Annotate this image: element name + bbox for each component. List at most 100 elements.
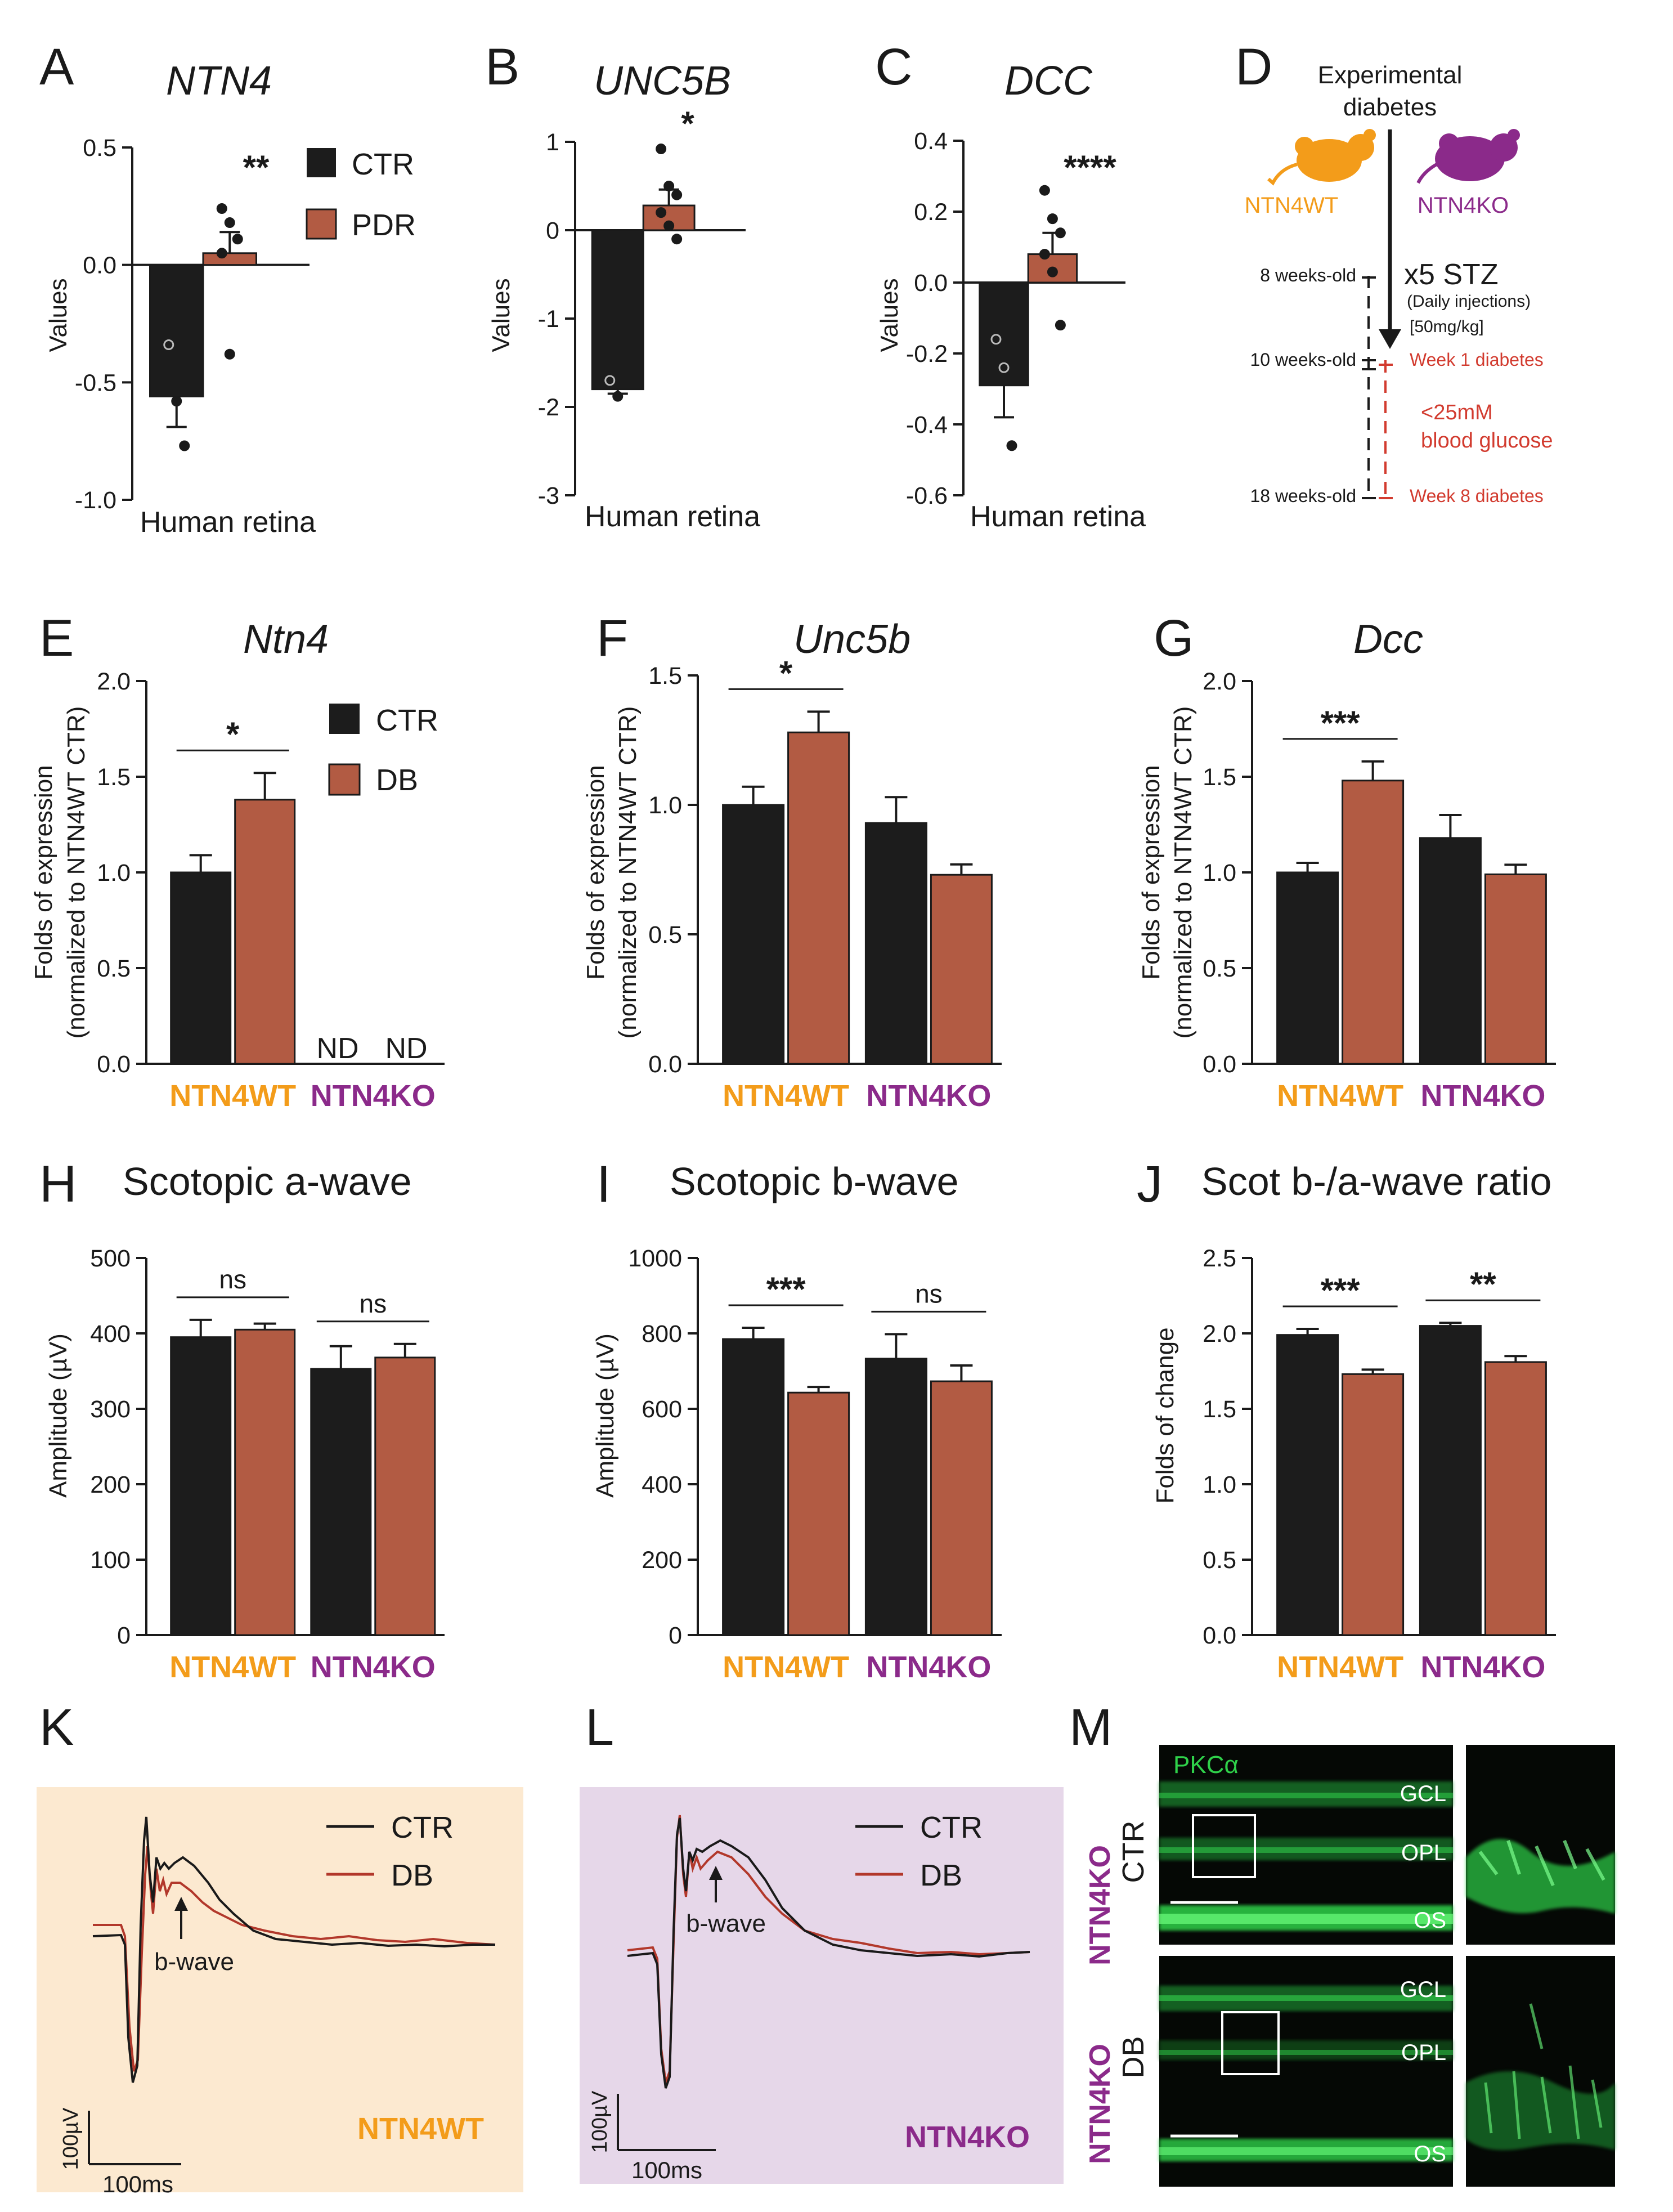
y-tick-label: 0.5 — [1203, 955, 1236, 982]
age-8-weeks: 8 weeks-old — [1260, 265, 1356, 285]
panel-title: Scotopic a-wave — [123, 1159, 412, 1203]
bar-ctr-ntn4wt — [1276, 871, 1339, 1065]
y-tick-label: 2.5 — [1203, 1245, 1236, 1272]
significance-label: * — [681, 105, 694, 142]
bar-db-ntn4ko — [1484, 873, 1547, 1065]
bar-ctr — [591, 229, 644, 391]
panel-letter: D — [1235, 38, 1272, 96]
stz-dose: [50mg/kg] — [1410, 317, 1484, 336]
panel-letter: F — [596, 610, 628, 667]
panel-k: K CTR DB b-wave 100µV 100ms NTN4WT — [37, 1699, 523, 2197]
y-tick-label: -0.2 — [906, 341, 948, 368]
y-tick-label: 1.0 — [1203, 1471, 1236, 1498]
y-axis-label-line1: Folds of expression — [30, 765, 57, 980]
y-tick-label: 400 — [642, 1471, 682, 1498]
y-axis-label-line1: Folds of expression — [582, 765, 609, 980]
panel-letter: G — [1154, 610, 1194, 667]
micrograph-ctr: PKCα GCL OPL OS — [1159, 1745, 1453, 1945]
y-tick-label: 2.0 — [1203, 668, 1236, 695]
data-point — [1047, 213, 1058, 225]
bar-ctr-ntn4wt — [170, 871, 232, 1065]
panel-d: D Experimental diabetes NTN4WT NTN4KO — [1235, 38, 1553, 506]
panel-title: Ntn4 — [243, 617, 329, 662]
y-tick-label: -1 — [538, 306, 559, 333]
data-point — [656, 207, 667, 218]
stz-note: (Daily injections) — [1407, 292, 1531, 311]
group-label: NTN4WT — [723, 1650, 849, 1684]
erg-background — [37, 1787, 523, 2192]
glucose-line2: blood glucose — [1421, 429, 1553, 453]
y-axis-label: Values — [487, 278, 515, 352]
y-tick-label: 0.0 — [648, 1051, 682, 1078]
panel-b: B UNC5B Values 1 0 -1 -2 -3 Human retina * — [485, 38, 760, 533]
data-point — [1047, 266, 1058, 277]
layer-label-gcl: GCL — [1400, 1781, 1446, 1806]
y-tick-label: -2 — [538, 394, 559, 421]
data-point — [1055, 320, 1066, 331]
group-label: NTN4WT — [357, 2112, 484, 2146]
y-axis-label: Amplitude (µV) — [44, 1333, 72, 1498]
bar-db-ntn4ko — [930, 874, 993, 1065]
chart-g: 0.0 0.5 1.0 1.5 2.0 NTN4WT NTN4KO *** — [1203, 668, 1556, 1113]
group-label-ko: NTN4KO — [1418, 193, 1509, 218]
bar-ctr-ntn4wt — [170, 1336, 232, 1636]
y-tick-label: 1.0 — [648, 792, 682, 819]
x-axis-label: Human retina — [585, 500, 760, 533]
panel-l: L CTR DB b-wave 100µV 100ms NTN4KO — [580, 1699, 1064, 2184]
y-axis-label: Folds of change — [1151, 1327, 1179, 1503]
group-label: NTN4KO — [1420, 1650, 1545, 1684]
stain-label: PKCα — [1173, 1751, 1239, 1779]
week1-label: Week 1 diabetes — [1410, 350, 1544, 370]
data-point — [604, 375, 616, 386]
erg-trace-ctr — [92, 1816, 495, 2083]
bar-db-ntn4wt — [1342, 1373, 1405, 1636]
panel-g: G Dcc Folds of expression (normalized to… — [1137, 610, 1556, 1113]
layer-label-opl: OPL — [1401, 1841, 1446, 1865]
legend-label-db: DB — [391, 1859, 433, 1892]
legend-label-pdr: PDR — [352, 208, 416, 242]
chart-b: 1 0 -1 -2 -3 — [538, 129, 746, 509]
y-tick-label: -1.0 — [75, 487, 116, 514]
bar-ctr — [979, 281, 1029, 387]
panel-letter: H — [39, 1156, 77, 1213]
bar-db-ntn4ko — [930, 1380, 993, 1636]
arrow-up-icon — [709, 1866, 723, 1880]
y-tick-label: 0.5 — [97, 955, 131, 982]
y-axis-label-line2: (normalized to NTN4WT CTR) — [614, 706, 642, 1039]
data-point — [179, 440, 190, 451]
data-point — [1006, 440, 1017, 451]
bar-db-ntn4wt — [787, 731, 850, 1065]
y-axis-label-line2: (normalized to NTN4WT CTR) — [62, 706, 90, 1039]
y-tick-label: -0.5 — [75, 369, 116, 396]
y-tick-label: 0.0 — [1203, 1051, 1236, 1078]
bar-db-ntn4ko — [1484, 1361, 1547, 1636]
group-label: NTN4WT — [1277, 1650, 1403, 1684]
chart-h: 0 100 200 300 400 500 NTN4WT NTN4KO ns ns — [90, 1245, 445, 1684]
y-tick-label: -0.6 — [906, 482, 948, 509]
y-tick-label: 0.5 — [83, 135, 116, 162]
bar-db-ntn4wt — [787, 1391, 850, 1636]
x-axis-label: Human retina — [970, 500, 1146, 533]
bar-ctr-ntn4wt — [722, 804, 785, 1065]
panel-letter: K — [39, 1699, 74, 1756]
panel-a: A NTN4 Values 0.5 0.0 -0.5 -1.0 Human retin… — [39, 38, 416, 539]
data-point — [998, 362, 1010, 373]
data-point — [216, 248, 227, 259]
data-point — [663, 220, 675, 231]
bar-pdr — [202, 252, 257, 266]
y-tick-label: 0.0 — [97, 1051, 131, 1078]
bar-ctr-ntn4ko — [1419, 1325, 1482, 1636]
panel-e: E Ntn4 Folds of expression (normalized t… — [30, 610, 445, 1113]
y-tick-label: 0 — [117, 1622, 131, 1649]
group-label: NTN4WT — [1277, 1079, 1403, 1113]
arrow-up-icon — [174, 1897, 188, 1911]
row1-group-label: NTN4KO — [1084, 1845, 1116, 1965]
significance-label: *** — [1321, 1271, 1361, 1309]
significance-label: ns — [915, 1279, 943, 1308]
bar-ctr — [149, 264, 204, 397]
y-tick-label: -3 — [538, 482, 559, 509]
legend-label-db: DB — [920, 1859, 962, 1892]
significance-label: **** — [1064, 149, 1116, 186]
significance-label: ** — [243, 149, 270, 186]
panel-j: J Scot b-/a-wave ratio Folds of change 0… — [1137, 1156, 1556, 1684]
